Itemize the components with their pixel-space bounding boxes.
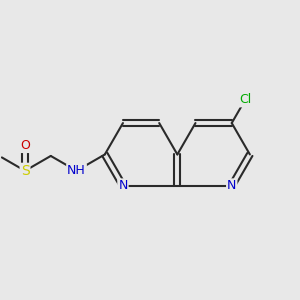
Text: NH: NH (67, 164, 86, 177)
Text: N: N (118, 179, 128, 192)
Text: N: N (227, 179, 236, 192)
Text: Cl: Cl (239, 93, 251, 106)
Text: S: S (21, 164, 29, 178)
Text: O: O (20, 139, 30, 152)
